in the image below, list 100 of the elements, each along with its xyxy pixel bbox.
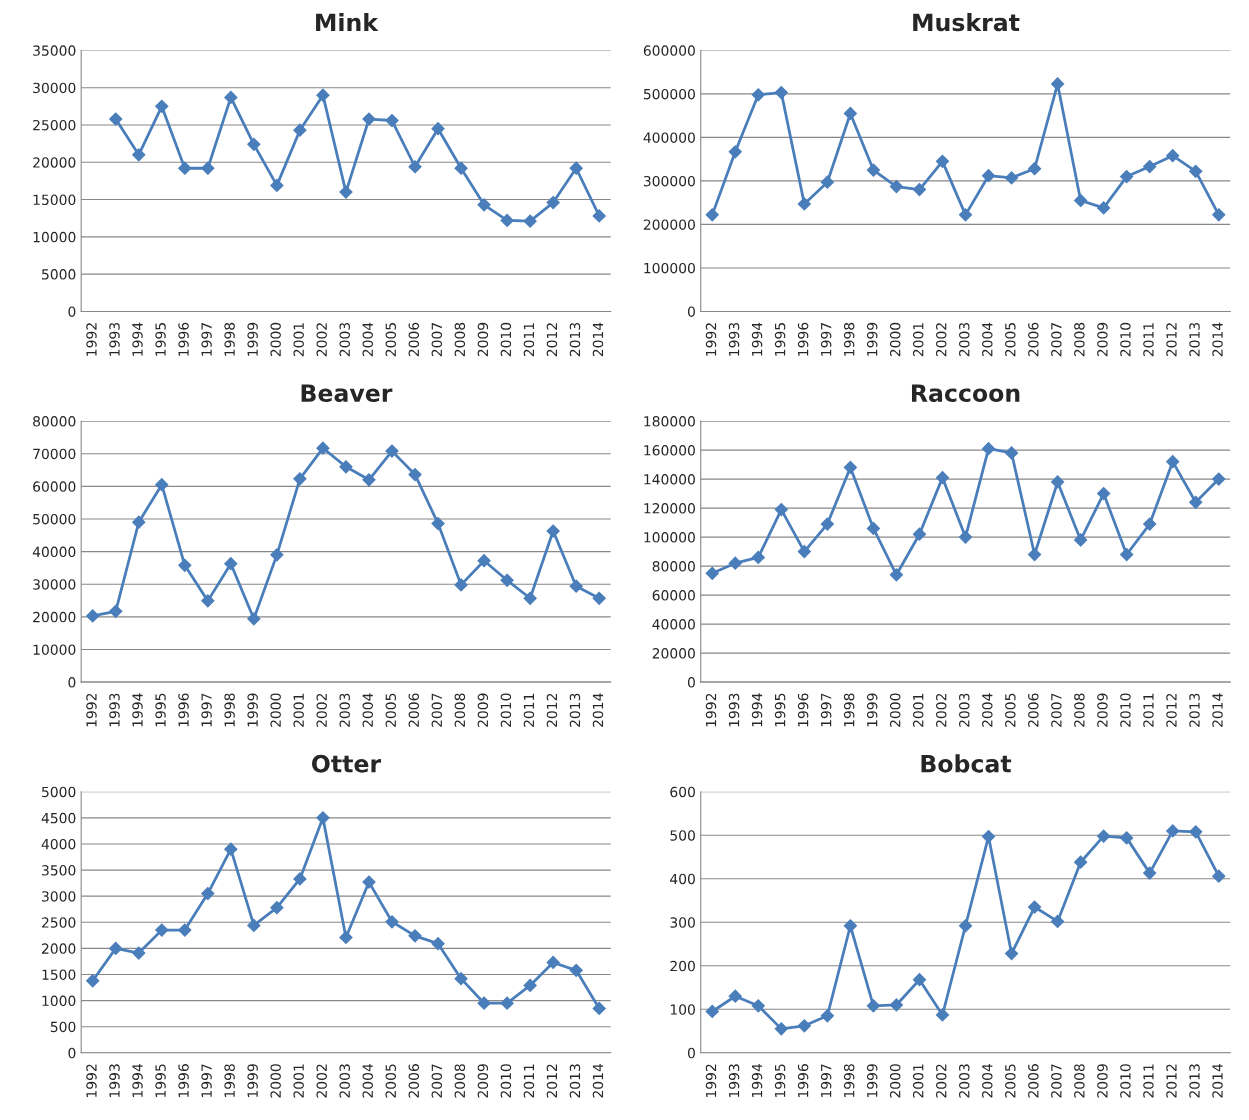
x-tick-label: 1995 bbox=[774, 693, 786, 727]
x-tick-label: 2012 bbox=[546, 323, 558, 357]
point bbox=[178, 161, 192, 175]
x-tick-label: 2003 bbox=[339, 322, 350, 357]
point bbox=[912, 973, 927, 987]
point bbox=[912, 183, 927, 197]
point bbox=[270, 548, 284, 562]
point bbox=[523, 978, 537, 993]
point bbox=[935, 1008, 950, 1022]
chart-title: Beaver bbox=[301, 384, 393, 402]
point bbox=[1189, 164, 1203, 178]
point bbox=[820, 1009, 834, 1023]
x-tick-label: 2004 bbox=[362, 1064, 373, 1098]
point bbox=[224, 90, 238, 104]
x-tick-label: 2013 bbox=[1189, 322, 1200, 357]
x-tick-label: 2012 bbox=[1166, 1064, 1177, 1098]
point bbox=[705, 566, 719, 580]
x-tick-label: 1995 bbox=[774, 323, 786, 356]
point bbox=[523, 214, 537, 228]
x-tick-label: 2003 bbox=[959, 693, 970, 727]
x-tick-label: 2005 bbox=[385, 323, 397, 357]
point bbox=[889, 568, 904, 582]
x-tick-label: 1993 bbox=[728, 322, 740, 356]
point bbox=[155, 99, 169, 113]
x-tick-label: 2003 bbox=[339, 693, 350, 727]
point bbox=[201, 886, 215, 901]
y-tick-label: 10000 bbox=[33, 231, 76, 243]
point bbox=[362, 112, 376, 126]
x-tick-label: 2001 bbox=[293, 693, 304, 727]
x-tick-label: 1997 bbox=[201, 323, 212, 356]
x-tick-label: 1996 bbox=[797, 693, 809, 727]
point bbox=[408, 929, 422, 943]
point bbox=[1051, 914, 1065, 928]
x-tick-label: 1995 bbox=[774, 1064, 786, 1098]
point bbox=[751, 88, 765, 102]
x-tick-label: 1994 bbox=[751, 322, 763, 356]
point bbox=[155, 923, 169, 937]
x-tick-label: 1996 bbox=[797, 1064, 809, 1098]
x-tick-label: 2000 bbox=[270, 322, 281, 357]
y-tick-label: 2000 bbox=[41, 943, 76, 954]
point bbox=[155, 478, 169, 492]
x-tick-label: 1997 bbox=[820, 323, 832, 356]
x-tick-label: 2010 bbox=[1120, 322, 1131, 357]
x-tick-label: 2006 bbox=[1028, 1064, 1039, 1098]
x-tick-label: 2013 bbox=[569, 1064, 581, 1098]
point bbox=[889, 998, 904, 1012]
y-tick-label: 0 bbox=[687, 306, 695, 317]
x-tick-label: 1992 bbox=[86, 1064, 97, 1098]
y-tick-label: 500000 bbox=[643, 88, 695, 100]
point bbox=[958, 530, 973, 544]
x-tick-label: 1994 bbox=[132, 1064, 143, 1098]
x-tick-label: 2011 bbox=[523, 323, 535, 357]
point bbox=[454, 972, 468, 986]
point bbox=[958, 919, 973, 933]
y-tick-label: 200000 bbox=[643, 219, 695, 230]
point bbox=[820, 517, 834, 531]
y-tick-label: 1500 bbox=[42, 969, 76, 980]
x-tick-label: 2000 bbox=[270, 1064, 281, 1098]
x-tick-label: 2006 bbox=[1028, 322, 1039, 357]
point bbox=[592, 591, 606, 605]
x-tick-label: 2008 bbox=[1074, 1064, 1085, 1098]
x-tick-label: 1993 bbox=[728, 693, 740, 727]
point bbox=[523, 591, 537, 605]
point bbox=[1004, 947, 1019, 961]
x-tick-label: 2008 bbox=[1074, 322, 1085, 357]
y-tick-label: 0 bbox=[687, 1047, 695, 1059]
point bbox=[293, 123, 307, 137]
chart-title: Bobcat bbox=[921, 754, 1012, 773]
y-tick-label: 30000 bbox=[33, 579, 76, 590]
x-tick-label: 2004 bbox=[362, 322, 373, 357]
y-tick-label: 120000 bbox=[644, 503, 695, 514]
x-tick-label: 1995 bbox=[155, 693, 166, 727]
point bbox=[1027, 547, 1042, 562]
x-tick-label: 1999 bbox=[866, 322, 878, 356]
x-tick-label: 1996 bbox=[178, 322, 189, 356]
y-tick-label: 35000 bbox=[33, 45, 76, 56]
x-tick-label: 1993 bbox=[109, 693, 120, 727]
point bbox=[1189, 495, 1203, 509]
y-tick-label: 100000 bbox=[644, 262, 695, 274]
x-tick-label: 1992 bbox=[86, 323, 97, 356]
point bbox=[1120, 169, 1134, 184]
point bbox=[797, 197, 811, 211]
point bbox=[316, 811, 330, 825]
x-tick-label: 2001 bbox=[912, 1064, 924, 1098]
x-tick-label: 2014 bbox=[592, 693, 604, 727]
x-tick-label: 2013 bbox=[1189, 1064, 1200, 1098]
point bbox=[86, 974, 100, 988]
x-tick-label: 1993 bbox=[109, 1064, 120, 1098]
x-tick-label: 2007 bbox=[1051, 1064, 1062, 1098]
y-tick-label: 500 bbox=[50, 1021, 76, 1033]
point bbox=[408, 468, 422, 482]
x-tick-label: 2011 bbox=[1143, 1064, 1154, 1098]
point bbox=[1166, 149, 1180, 163]
point bbox=[339, 185, 353, 199]
x-tick-label: 2010 bbox=[1120, 1064, 1131, 1098]
x-tick-label: 2008 bbox=[454, 693, 466, 727]
chart-title: Raccoon bbox=[911, 384, 1020, 402]
x-tick-label: 1998 bbox=[843, 322, 855, 356]
x-tick-label: 2002 bbox=[316, 1064, 327, 1098]
y-tick-label: 60000 bbox=[33, 481, 76, 492]
